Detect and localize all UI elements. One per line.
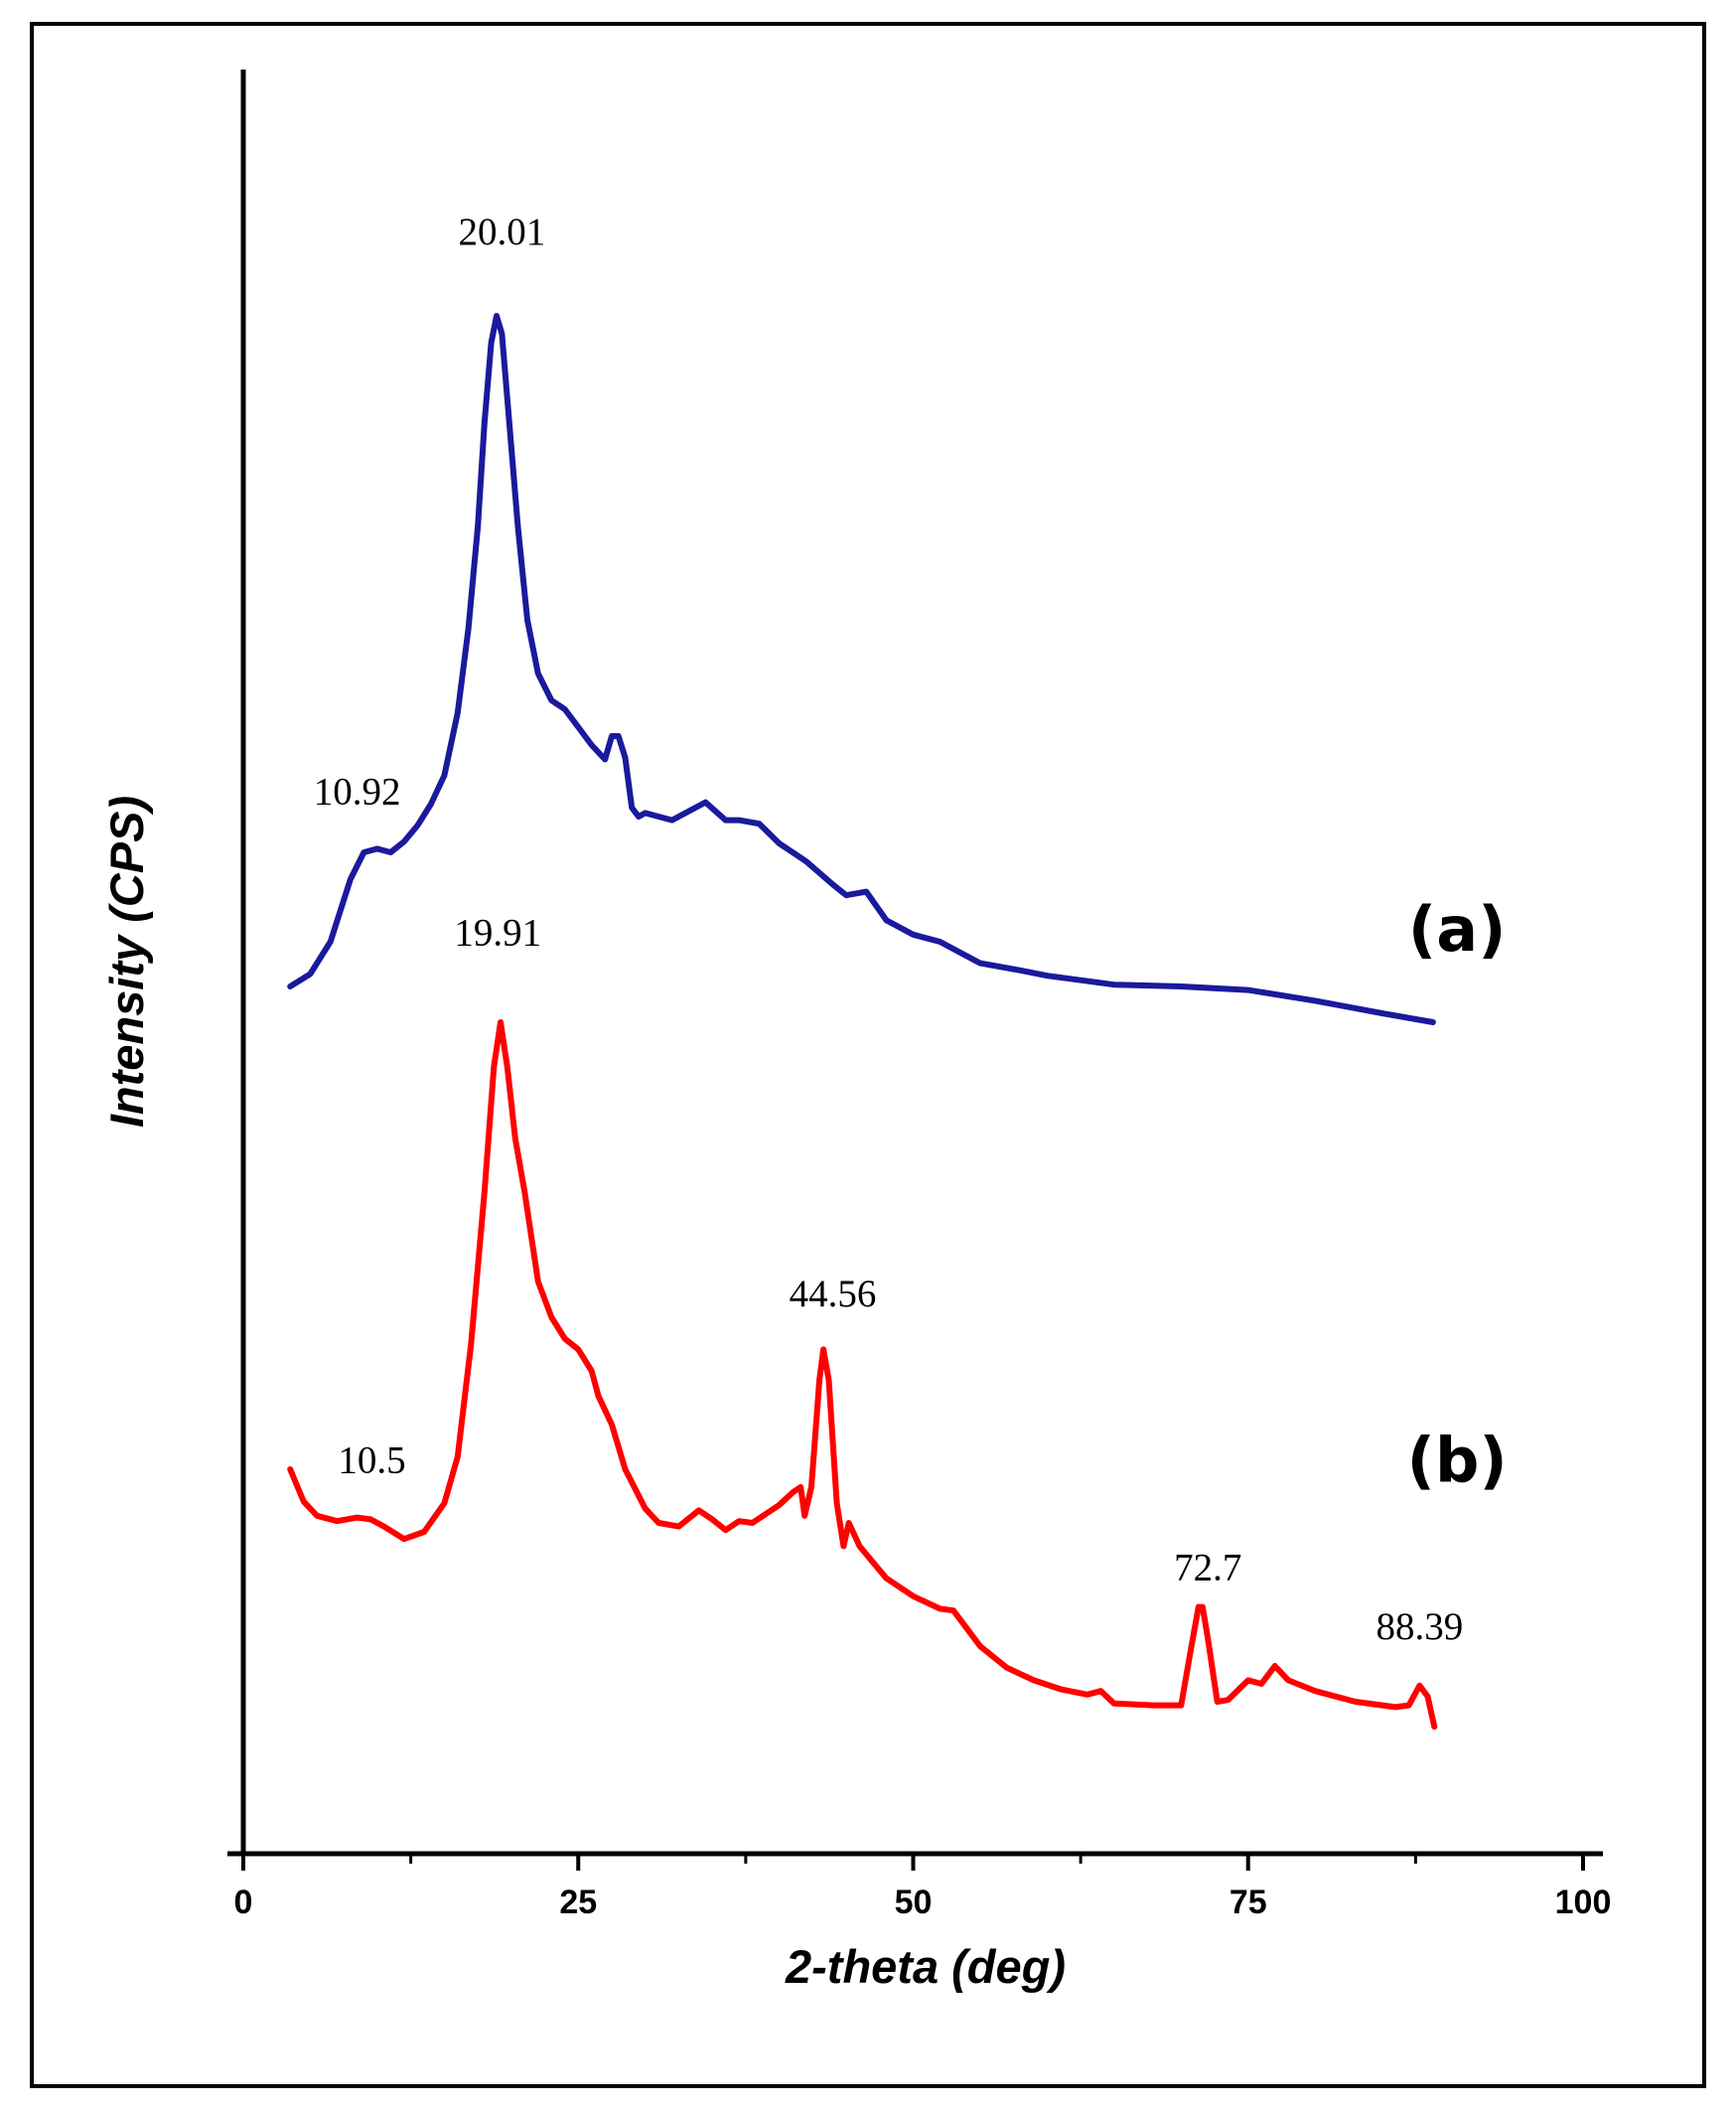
peak-label: 10.5 bbox=[338, 1439, 405, 1482]
series-label: (b) bbox=[1407, 1425, 1508, 1497]
series-line-b bbox=[287, 1019, 1438, 1731]
series-line-a bbox=[287, 313, 1436, 1025]
peak-label: 72.7 bbox=[1174, 1547, 1241, 1589]
x-tick-label: 0 bbox=[234, 1884, 253, 1921]
axes bbox=[227, 70, 1603, 1857]
series-lines bbox=[287, 313, 1438, 1731]
peak-label: 10.92 bbox=[314, 770, 401, 813]
xrd-chart: 0 25 50 75 100 20.01 10.92 19.91 10.5 44.56 72.7 8… bbox=[100, 70, 1612, 1993]
x-tick-label: 100 bbox=[1555, 1884, 1612, 1921]
x-ticks bbox=[241, 1854, 1585, 1871]
peak-label: 20.01 bbox=[458, 211, 545, 253]
x-tick-label: 75 bbox=[1230, 1884, 1267, 1921]
peak-label: 44.56 bbox=[790, 1273, 877, 1315]
peak-label: 88.39 bbox=[1376, 1605, 1464, 1648]
x-axis-title: 2-theta (deg) bbox=[785, 1940, 1066, 1993]
x-tick-labels: 0 25 50 75 100 bbox=[234, 1884, 1612, 1921]
series-label: (a) bbox=[1408, 893, 1507, 966]
y-axis-title: Intensity (CPS) bbox=[100, 796, 153, 1128]
x-tick-label: 50 bbox=[895, 1884, 933, 1921]
series-labels: (a) (b) bbox=[1407, 893, 1508, 1497]
figure-frame: 0 25 50 75 100 20.01 10.92 19.91 10.5 44.56 72.7 8… bbox=[30, 22, 1706, 2088]
peak-annotations: 20.01 10.92 19.91 10.5 44.56 72.7 88.39 bbox=[314, 211, 1464, 1648]
x-tick-label: 25 bbox=[559, 1884, 597, 1921]
peak-label: 19.91 bbox=[454, 912, 541, 955]
